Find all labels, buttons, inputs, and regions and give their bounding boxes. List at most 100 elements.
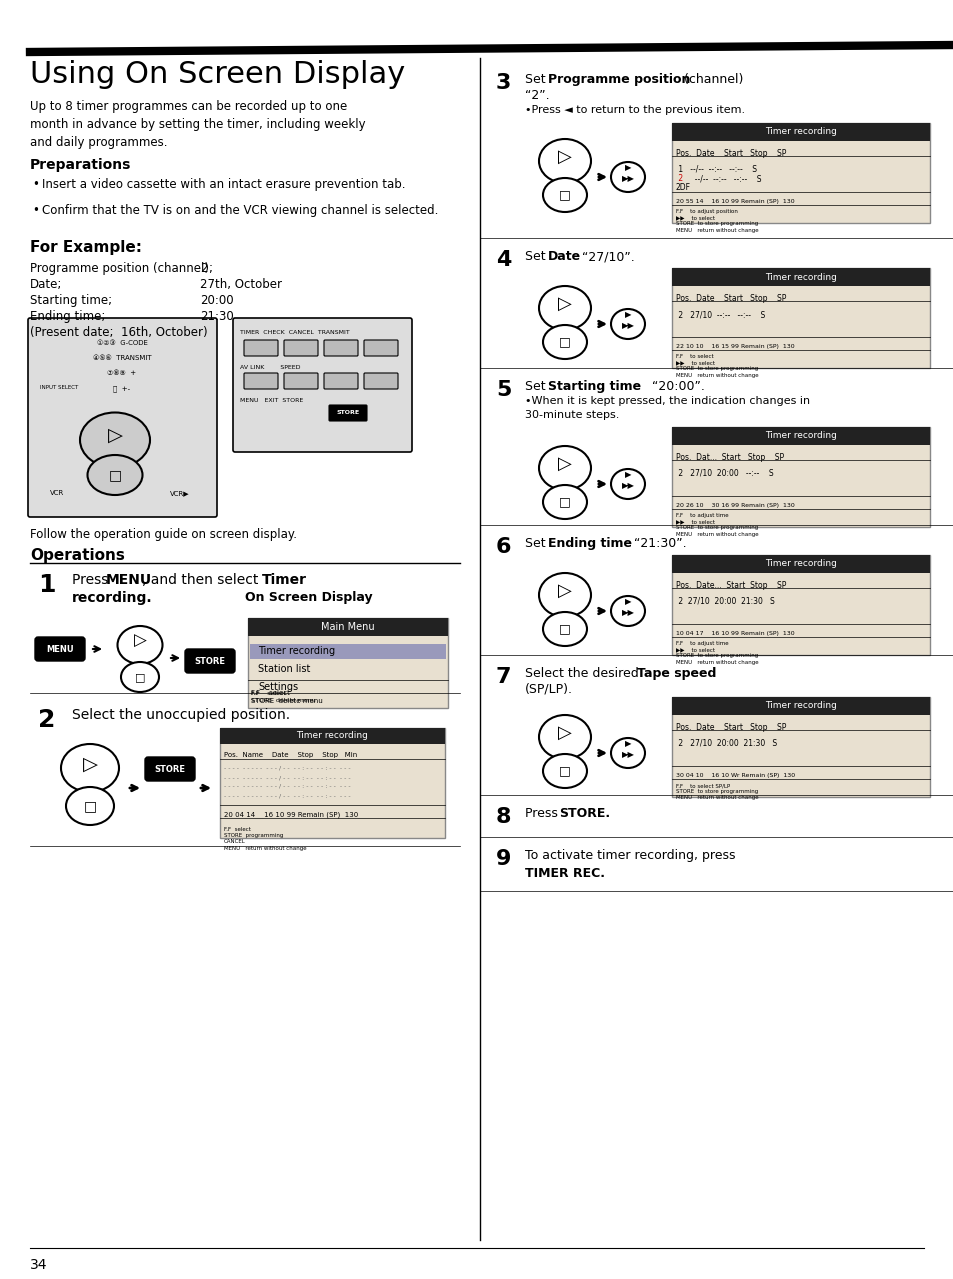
Text: TIMER REC.: TIMER REC.: [524, 867, 604, 880]
Text: F.F    select
STORE  delete menu: F.F select STORE delete menu: [251, 689, 322, 703]
Text: 2  27/10  20:00  21:30   S: 2 27/10 20:00 21:30 S: [676, 597, 774, 606]
Text: 2: 2: [38, 709, 55, 732]
Text: Pos.  Name    Date    Stop    Stop   Min: Pos. Name Date Stop Stop Min: [224, 752, 356, 758]
Text: On Screen Display: On Screen Display: [245, 591, 373, 604]
Text: ▶
▶▶: ▶ ▶▶: [620, 164, 634, 183]
Text: F.F    to adjust time
▶▶    to select
STORE  to store programming
MENU   return : F.F to adjust time ▶▶ to select STORE to…: [676, 641, 758, 665]
Text: Programme position: Programme position: [547, 73, 690, 86]
Ellipse shape: [538, 715, 590, 758]
Ellipse shape: [538, 286, 590, 330]
Text: ▶
▶▶: ▶ ▶▶: [620, 739, 634, 758]
Ellipse shape: [61, 744, 119, 792]
Text: •Press ◄ to return to the previous item.: •Press ◄ to return to the previous item.: [524, 105, 744, 115]
Text: 21:30: 21:30: [200, 310, 233, 324]
Text: STORE: STORE: [336, 411, 359, 416]
FancyBboxPatch shape: [284, 373, 317, 389]
Ellipse shape: [121, 663, 159, 692]
Text: 1: 1: [38, 573, 55, 597]
Text: Press: Press: [71, 573, 112, 587]
Text: 27th, October: 27th, October: [200, 278, 282, 292]
Text: 1   --/--  --:--   --:--    S: 1 --/-- --:-- --:-- S: [676, 165, 757, 174]
Text: Follow the operation guide on screen display.: Follow the operation guide on screen dis…: [30, 528, 296, 541]
Text: □: □: [83, 799, 96, 813]
Text: □: □: [558, 335, 570, 348]
FancyBboxPatch shape: [284, 340, 317, 356]
Text: Date;: Date;: [30, 278, 62, 292]
Text: ▷: ▷: [558, 582, 572, 600]
FancyBboxPatch shape: [244, 373, 277, 389]
Text: •When it is kept pressed, the indication changes in: •When it is kept pressed, the indication…: [524, 396, 809, 405]
FancyBboxPatch shape: [244, 340, 277, 356]
Text: 5: 5: [496, 380, 511, 400]
Text: Preparations: Preparations: [30, 159, 132, 171]
Text: Ending time;: Ending time;: [30, 310, 105, 324]
FancyBboxPatch shape: [671, 269, 929, 368]
Bar: [671, 427, 929, 445]
Text: STORE: STORE: [194, 656, 225, 665]
Text: □: □: [558, 765, 570, 778]
Text: ▷: ▷: [558, 724, 572, 742]
Text: “21:30”.: “21:30”.: [629, 537, 686, 550]
Ellipse shape: [542, 485, 586, 519]
FancyBboxPatch shape: [671, 697, 929, 797]
Text: 9: 9: [496, 849, 511, 868]
Ellipse shape: [542, 178, 586, 212]
Text: 2: 2: [200, 262, 208, 275]
FancyBboxPatch shape: [28, 318, 216, 517]
Text: MENU   EXIT  STORE: MENU EXIT STORE: [240, 398, 303, 403]
Text: ▶
▶▶: ▶ ▶▶: [620, 471, 634, 490]
Text: Pos.  Dat...  Start   Stop    SP: Pos. Dat... Start Stop SP: [676, 453, 783, 462]
FancyBboxPatch shape: [329, 405, 367, 421]
Text: STORE: STORE: [154, 765, 185, 774]
Text: 2   27/10  20:00  21:30   S: 2 27/10 20:00 21:30 S: [676, 739, 777, 748]
Text: For Example:: For Example:: [30, 240, 142, 255]
Ellipse shape: [610, 162, 644, 192]
Text: Timer recording: Timer recording: [764, 559, 836, 568]
Text: 34: 34: [30, 1259, 48, 1273]
Text: --/--  --:--   --:--    S: --/-- --:-- --:-- S: [689, 174, 760, 183]
Text: Confirm that the TV is on and the VCR viewing channel is selected.: Confirm that the TV is on and the VCR vi…: [42, 203, 438, 217]
Text: 4: 4: [496, 249, 511, 270]
Text: AV LINK        SPEED: AV LINK SPEED: [240, 365, 300, 370]
Text: - - - -  - - - - -  - - - / - -  - - : - -  - - : - -  - - -: - - - - - - - - - - - - / - - - - : - - …: [224, 766, 351, 771]
FancyBboxPatch shape: [145, 757, 194, 781]
Text: •: •: [32, 178, 39, 191]
Text: ▷: ▷: [558, 148, 572, 166]
Text: ▷: ▷: [82, 755, 97, 774]
Bar: [671, 697, 929, 715]
Text: F.F    to select SP/LP
STORE  to store programming
MENU   return without change: F.F to select SP/LP STORE to store progr…: [676, 783, 758, 801]
Text: Timer: Timer: [262, 573, 307, 587]
Ellipse shape: [88, 455, 142, 495]
Ellipse shape: [80, 413, 150, 468]
Text: , and then select: , and then select: [142, 573, 262, 587]
Text: Pos.  Date...  Start  Stop    SP: Pos. Date... Start Stop SP: [676, 581, 785, 590]
Text: ⑦⑧⑨  +: ⑦⑧⑨ +: [108, 370, 136, 376]
FancyBboxPatch shape: [324, 373, 357, 389]
Text: Station list: Station list: [257, 664, 310, 674]
Ellipse shape: [542, 611, 586, 646]
Text: ▷: ▷: [558, 295, 572, 313]
Text: 6: 6: [496, 537, 511, 556]
Text: 30-minute steps.: 30-minute steps.: [524, 411, 618, 420]
FancyBboxPatch shape: [35, 637, 85, 661]
Text: 20:00: 20:00: [200, 294, 233, 307]
Text: MENU: MENU: [106, 573, 152, 587]
Bar: [250, 645, 446, 659]
Text: Select the desired: Select the desired: [524, 668, 642, 680]
Text: (SP/LP).: (SP/LP).: [524, 683, 573, 696]
Text: To activate timer recording, press: To activate timer recording, press: [524, 849, 735, 862]
Text: Starting time: Starting time: [547, 380, 640, 393]
Text: ▶
▶▶: ▶ ▶▶: [620, 311, 634, 330]
FancyBboxPatch shape: [220, 728, 444, 838]
Text: 2   27/10  20:00   --:--    S: 2 27/10 20:00 --:-- S: [676, 469, 773, 478]
Text: recording.: recording.: [71, 591, 152, 605]
Text: Tape speed: Tape speed: [637, 668, 716, 680]
Text: F.F    select
STORE  delete menu: F.F select STORE delete menu: [251, 692, 315, 703]
Text: - - - -  - - - - -  - - - / - -  - - : - -  - - : - -  - - -: - - - - - - - - - - - - / - - - - : - - …: [224, 784, 351, 789]
Text: F.F    to adjust time
▶▶    to select
STORE  to store programming
MENU   return : F.F to adjust time ▶▶ to select STORE to…: [676, 513, 758, 537]
Text: - - - -  - - - - -  - - - / - -  - - : - -  - - : - -  - - -: - - - - - - - - - - - - / - - - - : - - …: [224, 775, 351, 780]
Text: Settings: Settings: [257, 682, 297, 692]
Text: Starting time;: Starting time;: [30, 294, 112, 307]
Text: Set: Set: [524, 73, 549, 86]
FancyBboxPatch shape: [324, 340, 357, 356]
